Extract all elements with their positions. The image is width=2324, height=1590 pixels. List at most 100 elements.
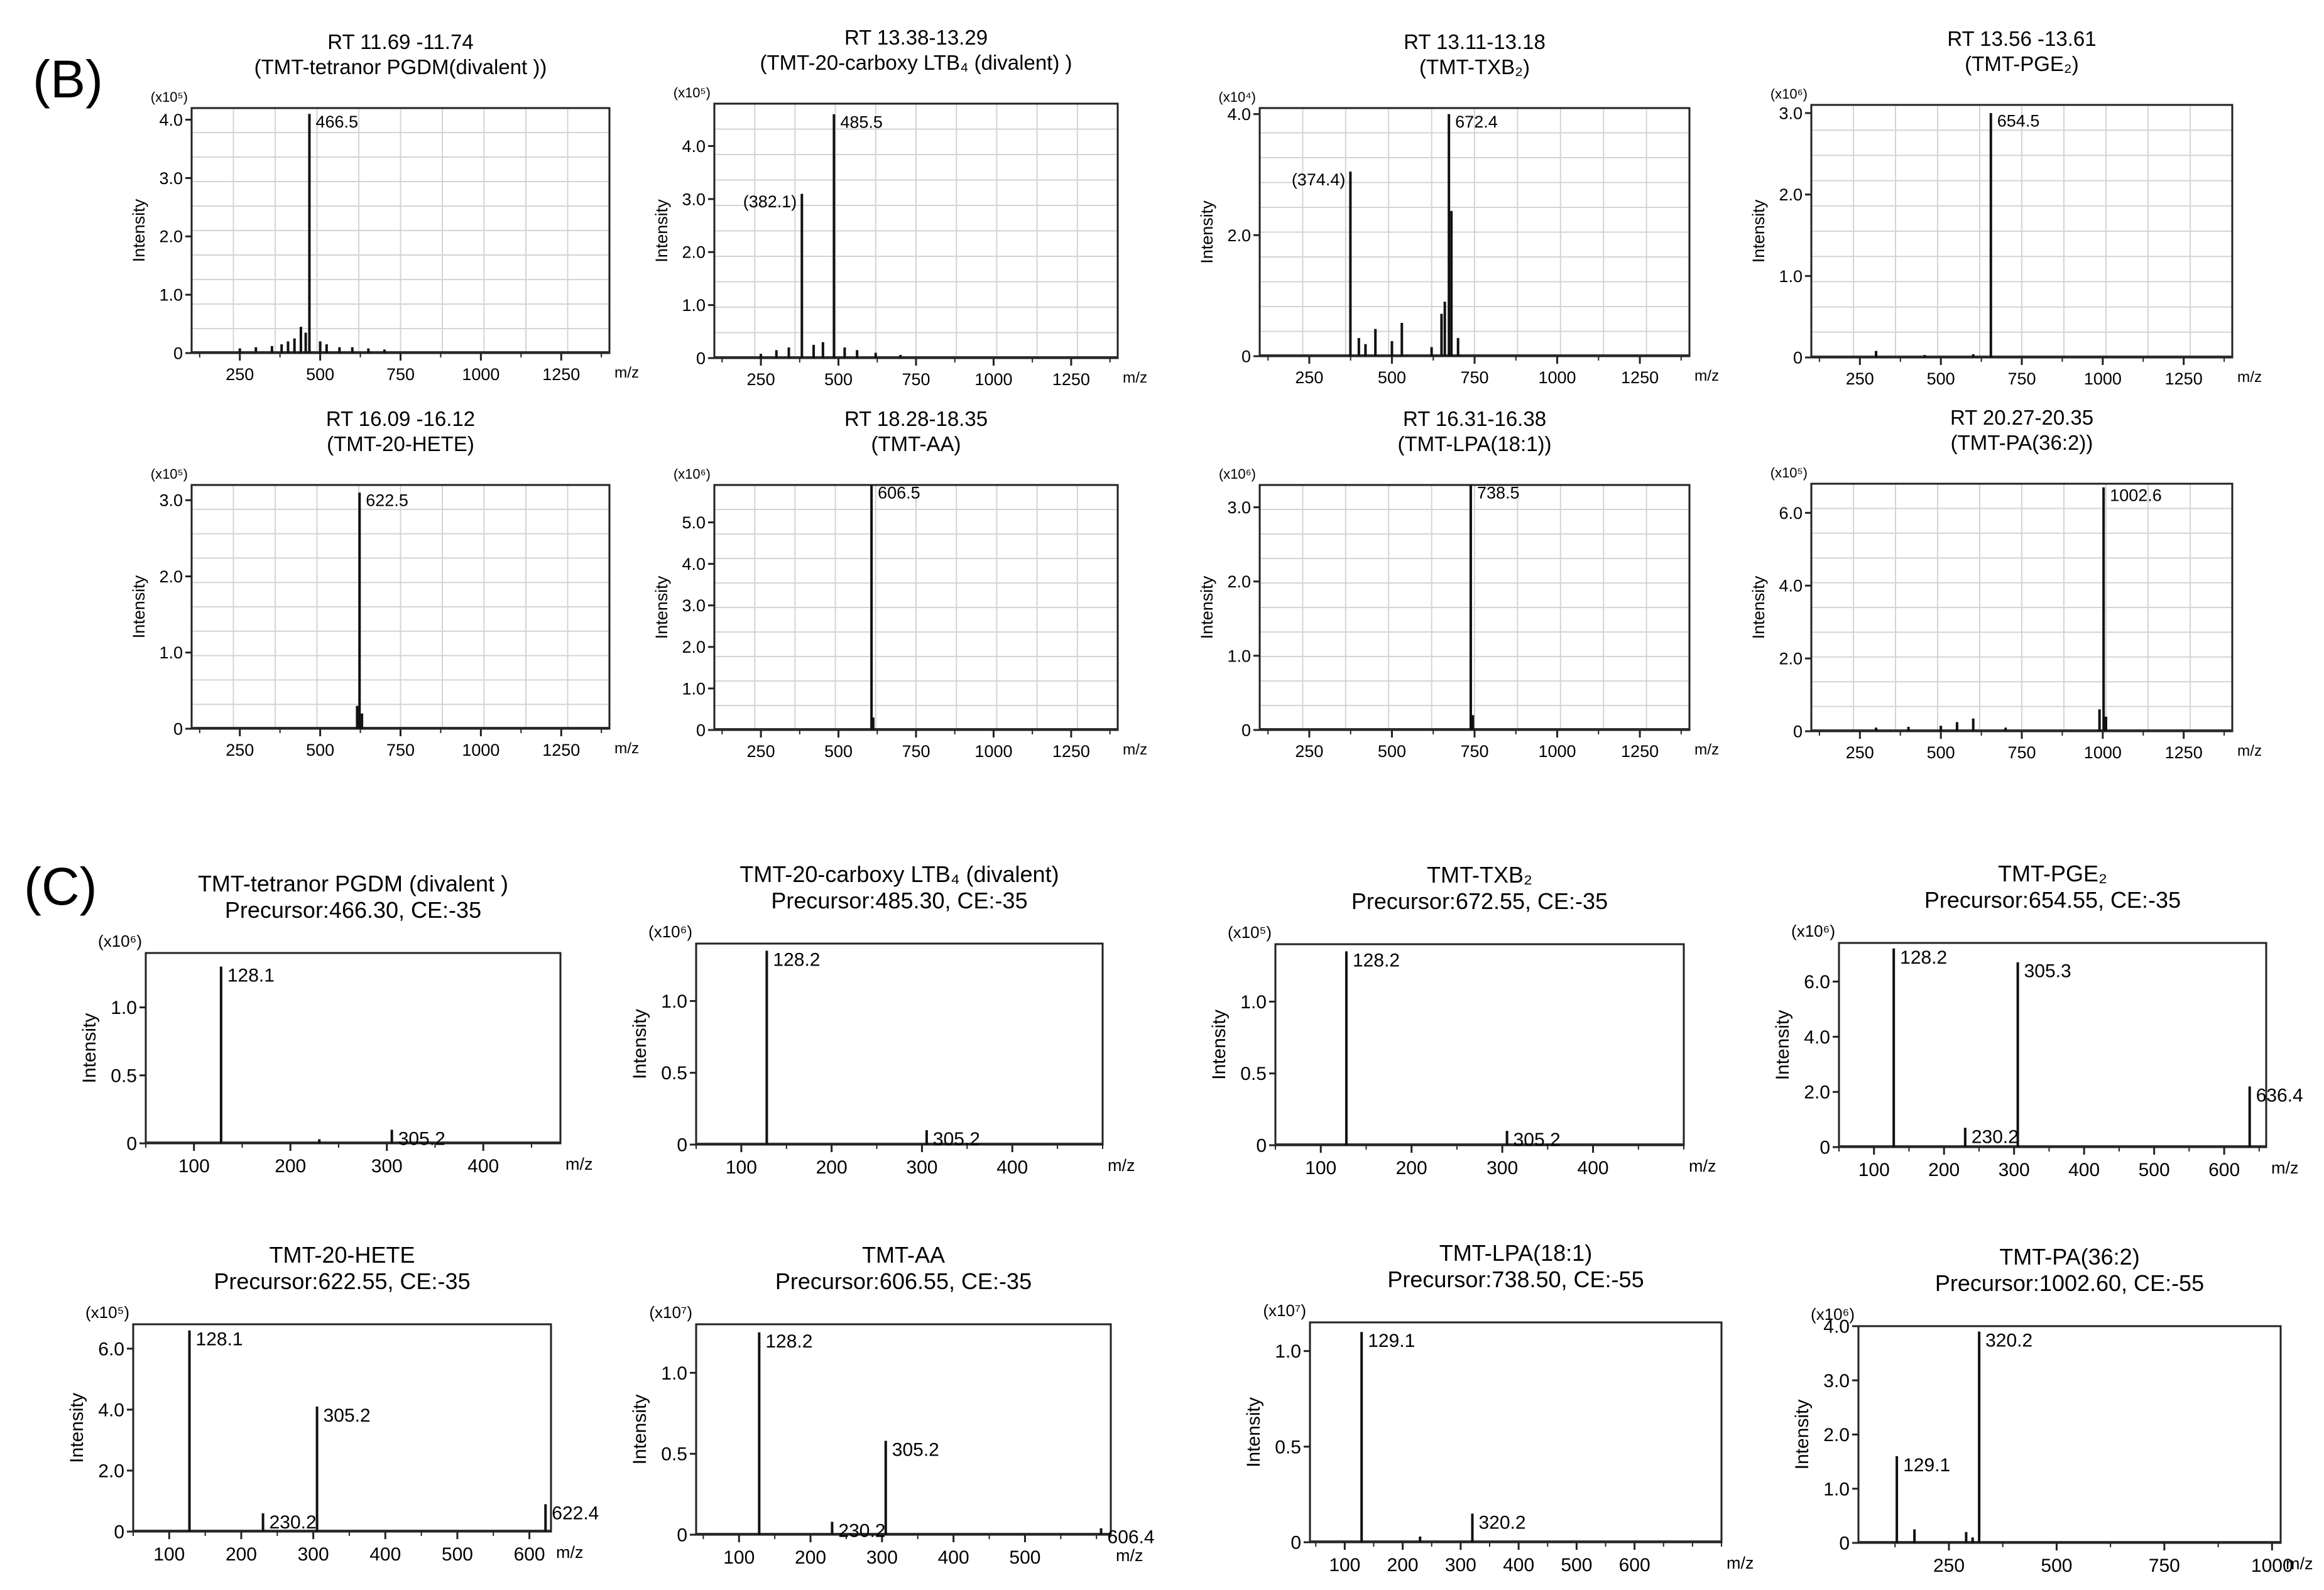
y-tick-label: 1.0 <box>682 296 706 315</box>
x-tick-label: 250 <box>1846 743 1874 762</box>
y-tick-label: 0 <box>173 344 183 362</box>
chart-title: TMT-20-carboxy LTB₄ (divalent) <box>739 861 1059 887</box>
x-tick-label: 1250 <box>542 741 580 760</box>
x-tick-label: 500 <box>1378 742 1406 761</box>
y-axis-label: Intensity <box>129 575 148 638</box>
x-tick-label: 1000 <box>974 742 1012 761</box>
x-tick-label: 250 <box>226 365 254 384</box>
chart-title: TMT-PA(36:2) <box>1999 1244 2139 1270</box>
chart-title: TMT-TXB₂ <box>1427 862 1532 888</box>
x-tick-label: 400 <box>996 1157 1028 1178</box>
y-tick-label: 0 <box>173 719 183 738</box>
x-tick-label: 250 <box>1846 369 1874 388</box>
peak-label: 128.2 <box>765 1331 812 1352</box>
x-tick-label: 300 <box>371 1156 403 1177</box>
y-tick-label: 0.5 <box>1240 1064 1267 1084</box>
x-tick-label: 400 <box>1503 1555 1534 1576</box>
x-tick-label: 750 <box>1460 742 1488 761</box>
y-axis-label: Intensity <box>79 1013 100 1084</box>
scale-label: (x10⁵) <box>151 89 188 105</box>
peak-label: 672.4 <box>1455 112 1498 131</box>
peak-label: 128.2 <box>773 949 820 970</box>
chart-title: RT 13.38-13.29 <box>844 26 988 49</box>
chart-title: (TMT-20-carboxy LTB₄ (divalent) ) <box>760 51 1072 74</box>
chart-title: Precursor:485.30, CE:-35 <box>771 888 1027 913</box>
y-tick-label: 6.0 <box>1804 972 1830 993</box>
y-tick-label: 1.0 <box>159 286 183 305</box>
y-tick-label: 0 <box>114 1522 124 1543</box>
plot-frame <box>1274 943 1685 1146</box>
x-tick-label: 500 <box>1927 369 1955 388</box>
x-tick-label: 400 <box>369 1544 401 1565</box>
y-tick-label: 0.5 <box>111 1065 137 1086</box>
y-tick-label: 4.0 <box>98 1400 124 1420</box>
y-axis-label: Intensity <box>652 199 671 263</box>
y-tick-label: 3.0 <box>1779 104 1803 123</box>
y-tick-label: 4.0 <box>682 137 706 156</box>
y-tick-label: 1.0 <box>661 1363 687 1384</box>
chart-title: (TMT-LPA(18:1)) <box>1397 432 1551 455</box>
plot-frame <box>1309 1321 1723 1544</box>
y-tick-label: 2.0 <box>1804 1082 1830 1103</box>
y-tick-label: 0 <box>1839 1533 1850 1554</box>
x-axis-label: m/z <box>556 1543 584 1562</box>
x-tick-label: 1250 <box>1621 742 1659 761</box>
y-axis-label: Intensity <box>1243 1397 1264 1467</box>
x-axis-label: m/z <box>614 740 639 757</box>
plot-frame <box>1838 942 2267 1148</box>
y-axis-label: Intensity <box>1749 575 1768 639</box>
y-tick-label: 0 <box>126 1134 137 1155</box>
x-tick-label: 500 <box>2041 1555 2072 1576</box>
y-axis-label: Intensity <box>1772 1010 1793 1081</box>
chart-6: RT 18.28-18.35(TMT-AA) (x10⁶) Intensity 0 1.… <box>652 407 1147 761</box>
x-axis-label: m/z <box>1694 741 1719 758</box>
peak-label: (374.4) <box>1292 170 1346 189</box>
chart-title: Precursor:672.55, CE:-35 <box>1351 888 1608 914</box>
x-tick-label: 500 <box>1561 1555 1592 1576</box>
y-axis-label: Intensity <box>129 199 148 262</box>
peak-label: 305.2 <box>398 1128 445 1149</box>
panel-label-c: (C) <box>24 857 97 916</box>
peak-label: 485.5 <box>840 112 883 131</box>
x-tick-label: 200 <box>1396 1158 1427 1179</box>
peak-label: 654.5 <box>1997 112 2040 131</box>
x-tick-label: 300 <box>866 1547 898 1568</box>
y-tick-label: 0 <box>1256 1136 1267 1157</box>
scale-label: (x10⁵) <box>1770 465 1808 481</box>
chart-4: RT 13.56 -13.61(TMT-PGE₂) (x10⁶) Intensity… <box>1749 27 2262 388</box>
y-tick-label: 0 <box>1793 722 1803 741</box>
chart-3: RT 13.11-13.18(TMT-TXB₂) (x10⁴) Intensity 0… <box>1197 30 1719 387</box>
chart-title: TMT-PGE₂ <box>1998 861 2107 886</box>
y-axis-label: Intensity <box>1749 199 1768 263</box>
peak-label: 305.2 <box>892 1440 939 1461</box>
chart-title: RT 18.28-18.35 <box>844 407 988 430</box>
y-tick-label: 3.0 <box>682 190 706 209</box>
y-tick-label: 2.0 <box>1779 650 1803 668</box>
chart-title: (TMT-20-HETE) <box>327 432 474 455</box>
x-tick-label: 1250 <box>1052 742 1090 761</box>
y-tick-label: 4.0 <box>1227 105 1251 124</box>
chart-title: Precursor:1002.60, CE:-55 <box>1935 1270 2204 1296</box>
x-tick-label: 250 <box>747 370 775 389</box>
x-tick-label: 750 <box>2007 369 2036 388</box>
y-tick-label: 0 <box>1819 1138 1830 1158</box>
y-tick-label: 1.0 <box>661 991 687 1012</box>
x-tick-label: 100 <box>1329 1555 1360 1576</box>
x-tick-label: 300 <box>1999 1160 2030 1180</box>
y-tick-label: 3.0 <box>1227 498 1251 517</box>
x-tick-label: 500 <box>442 1544 473 1565</box>
y-tick-label: 1.0 <box>111 998 137 1018</box>
x-axis-label: m/z <box>1116 1546 1143 1565</box>
y-tick-label: 3.0 <box>682 596 706 615</box>
y-axis-label: Intensity <box>1197 575 1216 639</box>
peak-label: 466.5 <box>315 112 358 131</box>
x-tick-label: 600 <box>514 1544 545 1565</box>
y-axis-label: Intensity <box>652 575 671 639</box>
x-tick-label: 750 <box>902 742 930 761</box>
x-tick-label: 1000 <box>2251 1555 2293 1576</box>
x-axis-label: m/z <box>1689 1157 1716 1175</box>
x-axis-label: m/z <box>1108 1156 1135 1175</box>
y-tick-label: 1.0 <box>1779 267 1803 286</box>
scale-label: (x10⁶) <box>674 466 711 482</box>
